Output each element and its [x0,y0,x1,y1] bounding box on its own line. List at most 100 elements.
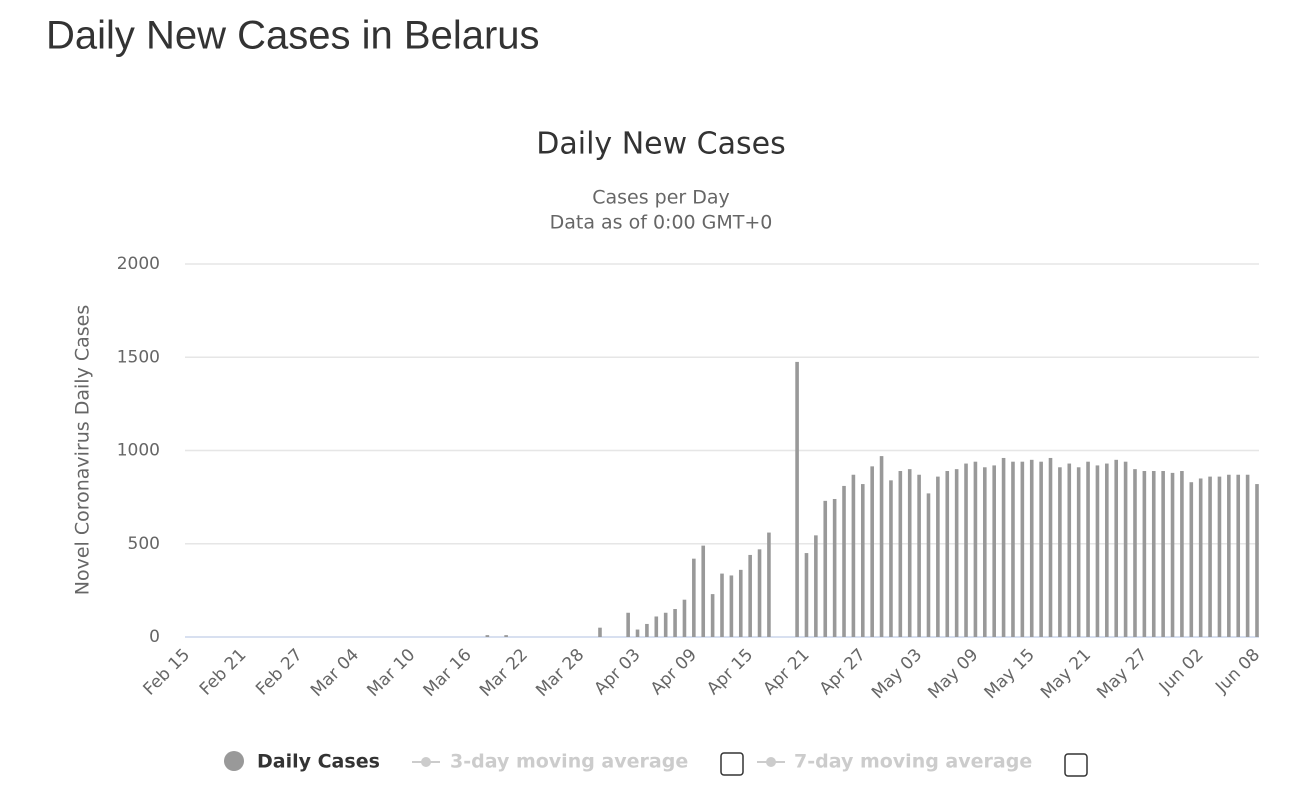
page-title: Daily New Cases in Belarus [46,14,540,58]
x-tick-label: Feb 27 [252,645,307,700]
y-tick-label: 1500 [117,347,160,367]
bar [814,535,818,637]
bar [1151,471,1156,637]
x-tick-label: Apr 03 [591,645,645,699]
bar [945,471,950,637]
bar [992,465,996,637]
bar [926,493,931,637]
bar [823,500,828,637]
bar [663,612,668,637]
bar [879,456,884,637]
bar [795,361,799,637]
bar [1245,474,1250,637]
bar [1086,461,1090,637]
x-tick-label: Feb 21 [196,645,251,700]
bar [1255,484,1259,637]
bar [1105,463,1109,637]
legend-label[interactable]: 3-day moving average [450,751,688,773]
bar [654,616,659,637]
bar [748,554,752,637]
x-tick-label: Mar 22 [476,645,532,701]
bar [1095,465,1100,637]
bar [936,476,940,637]
bar [804,553,809,637]
y-axis-label: Novel Coronavirus Daily Cases [72,305,94,596]
bar [851,474,856,637]
bar [485,635,490,637]
bar [1189,482,1194,637]
bar [504,635,508,637]
bar [738,569,743,637]
bar [1208,476,1212,637]
bar [1001,457,1006,637]
bar [832,498,837,637]
bar [1058,467,1062,637]
bar [1114,459,1119,637]
bar [860,484,865,637]
bar [1161,471,1165,637]
x-tick-label: May 09 [924,645,982,703]
x-tick-label: Apr 09 [647,645,701,699]
bar [898,471,903,637]
bar [626,612,630,637]
bar [1133,469,1137,637]
legend-label[interactable]: 7-day moving average [794,751,1032,773]
bar [1029,459,1034,637]
bar [720,573,724,637]
bar [1217,476,1222,637]
bar [973,461,978,637]
bar [1142,471,1147,637]
bar [1039,461,1043,637]
legend-marker [766,757,776,767]
bar [701,545,706,637]
x-tick-label: Apr 21 [759,645,813,699]
bar [889,480,893,637]
x-tick-label: Mar 10 [363,645,419,701]
bar [983,467,987,637]
checkbox[interactable] [720,752,744,776]
bar [1170,472,1175,637]
bar [842,485,846,637]
bar [729,575,734,637]
bar [1048,457,1053,637]
bar [682,599,687,637]
bar [954,469,959,637]
bar [692,558,696,637]
bar [710,594,715,637]
legend-marker [421,757,431,767]
y-tick-label: 500 [128,534,160,554]
legend-label[interactable]: Daily Cases [257,751,380,773]
bar [1236,474,1241,637]
bar [598,627,602,637]
y-tick-label: 1000 [117,441,160,461]
bar [1180,471,1184,637]
x-tick-label: Mar 04 [307,645,363,701]
bar [1123,461,1128,637]
bar [1067,463,1072,637]
x-tick-label: Apr 15 [703,645,757,699]
y-tick-label: 2000 [117,254,160,274]
x-tick-label: May 15 [981,645,1039,703]
bar [673,609,677,637]
bar [1011,461,1015,637]
x-tick-label: Apr 27 [816,645,870,699]
bar [1227,474,1231,637]
legend-marker [224,751,244,771]
x-tick-label: May 27 [1093,645,1151,703]
x-tick-label: Jun 02 [1155,645,1208,698]
checkbox[interactable] [1064,753,1088,777]
chart-subtitle: Data as of 0:00 GMT+0 [550,212,773,234]
chart-title: Daily New Cases [536,127,785,162]
x-tick-label: May 03 [868,645,926,703]
x-tick-label: Mar 28 [532,645,588,701]
bar [635,629,640,637]
bar [917,474,921,637]
bar [907,469,912,637]
bar [964,463,968,637]
bar [1198,478,1203,637]
bar [645,623,649,637]
x-tick-label: May 21 [1037,645,1095,703]
bar [1076,467,1081,637]
x-tick-label: Feb 15 [140,645,195,700]
